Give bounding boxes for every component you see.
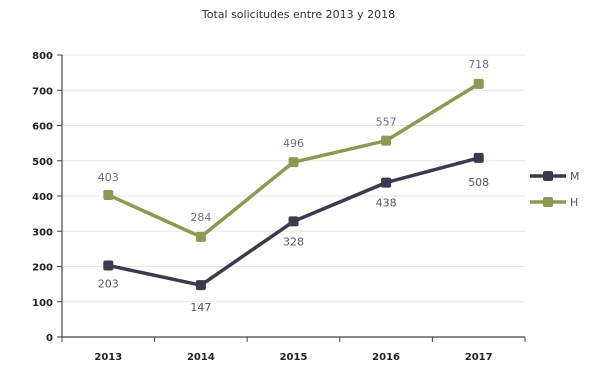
data-label-M: 147 — [190, 301, 211, 314]
data-point-M — [288, 216, 299, 227]
data-point-H — [195, 231, 206, 242]
data-point-H — [381, 135, 392, 146]
data-label-M: 508 — [468, 176, 489, 189]
y-tick-label: 400 — [32, 192, 53, 203]
data-label-H: 557 — [376, 116, 397, 129]
data-point-H — [473, 78, 484, 89]
data-label-H: 284 — [190, 211, 211, 224]
data-point-M — [103, 260, 114, 271]
y-tick-label: 300 — [32, 227, 53, 238]
y-tick-label: 200 — [32, 263, 53, 274]
data-label-H: 718 — [468, 58, 489, 71]
data-label-H: 496 — [283, 137, 304, 150]
data-label-H: 403 — [98, 171, 119, 184]
data-point-H — [288, 157, 299, 168]
x-tick-label: 2013 — [94, 352, 122, 363]
data-label-M: 438 — [376, 197, 397, 210]
y-tick-label: 500 — [32, 157, 53, 168]
data-label-M: 203 — [98, 277, 119, 290]
chart-title: Total solicitudes entre 2013 y 2018 — [201, 8, 396, 21]
y-tick-label: 0 — [46, 333, 53, 344]
x-tick-label: 2016 — [372, 352, 400, 363]
data-point-M — [195, 280, 206, 291]
y-tick-label: 800 — [32, 51, 53, 62]
legend-label-M: M — [570, 170, 580, 183]
data-point-M — [381, 177, 392, 188]
data-point-M — [473, 152, 484, 163]
data-point-H — [103, 189, 114, 200]
legend-marker-H — [543, 197, 553, 207]
legend-marker-M — [543, 171, 553, 181]
legend-label-H: H — [570, 196, 578, 209]
x-tick-label: 2015 — [280, 352, 308, 363]
y-tick-label: 600 — [32, 122, 53, 133]
x-tick-label: 2014 — [187, 352, 215, 363]
x-tick-label: 2017 — [465, 352, 493, 363]
data-label-M: 328 — [283, 235, 304, 248]
y-tick-label: 700 — [32, 86, 53, 97]
y-tick-label: 100 — [32, 298, 53, 309]
